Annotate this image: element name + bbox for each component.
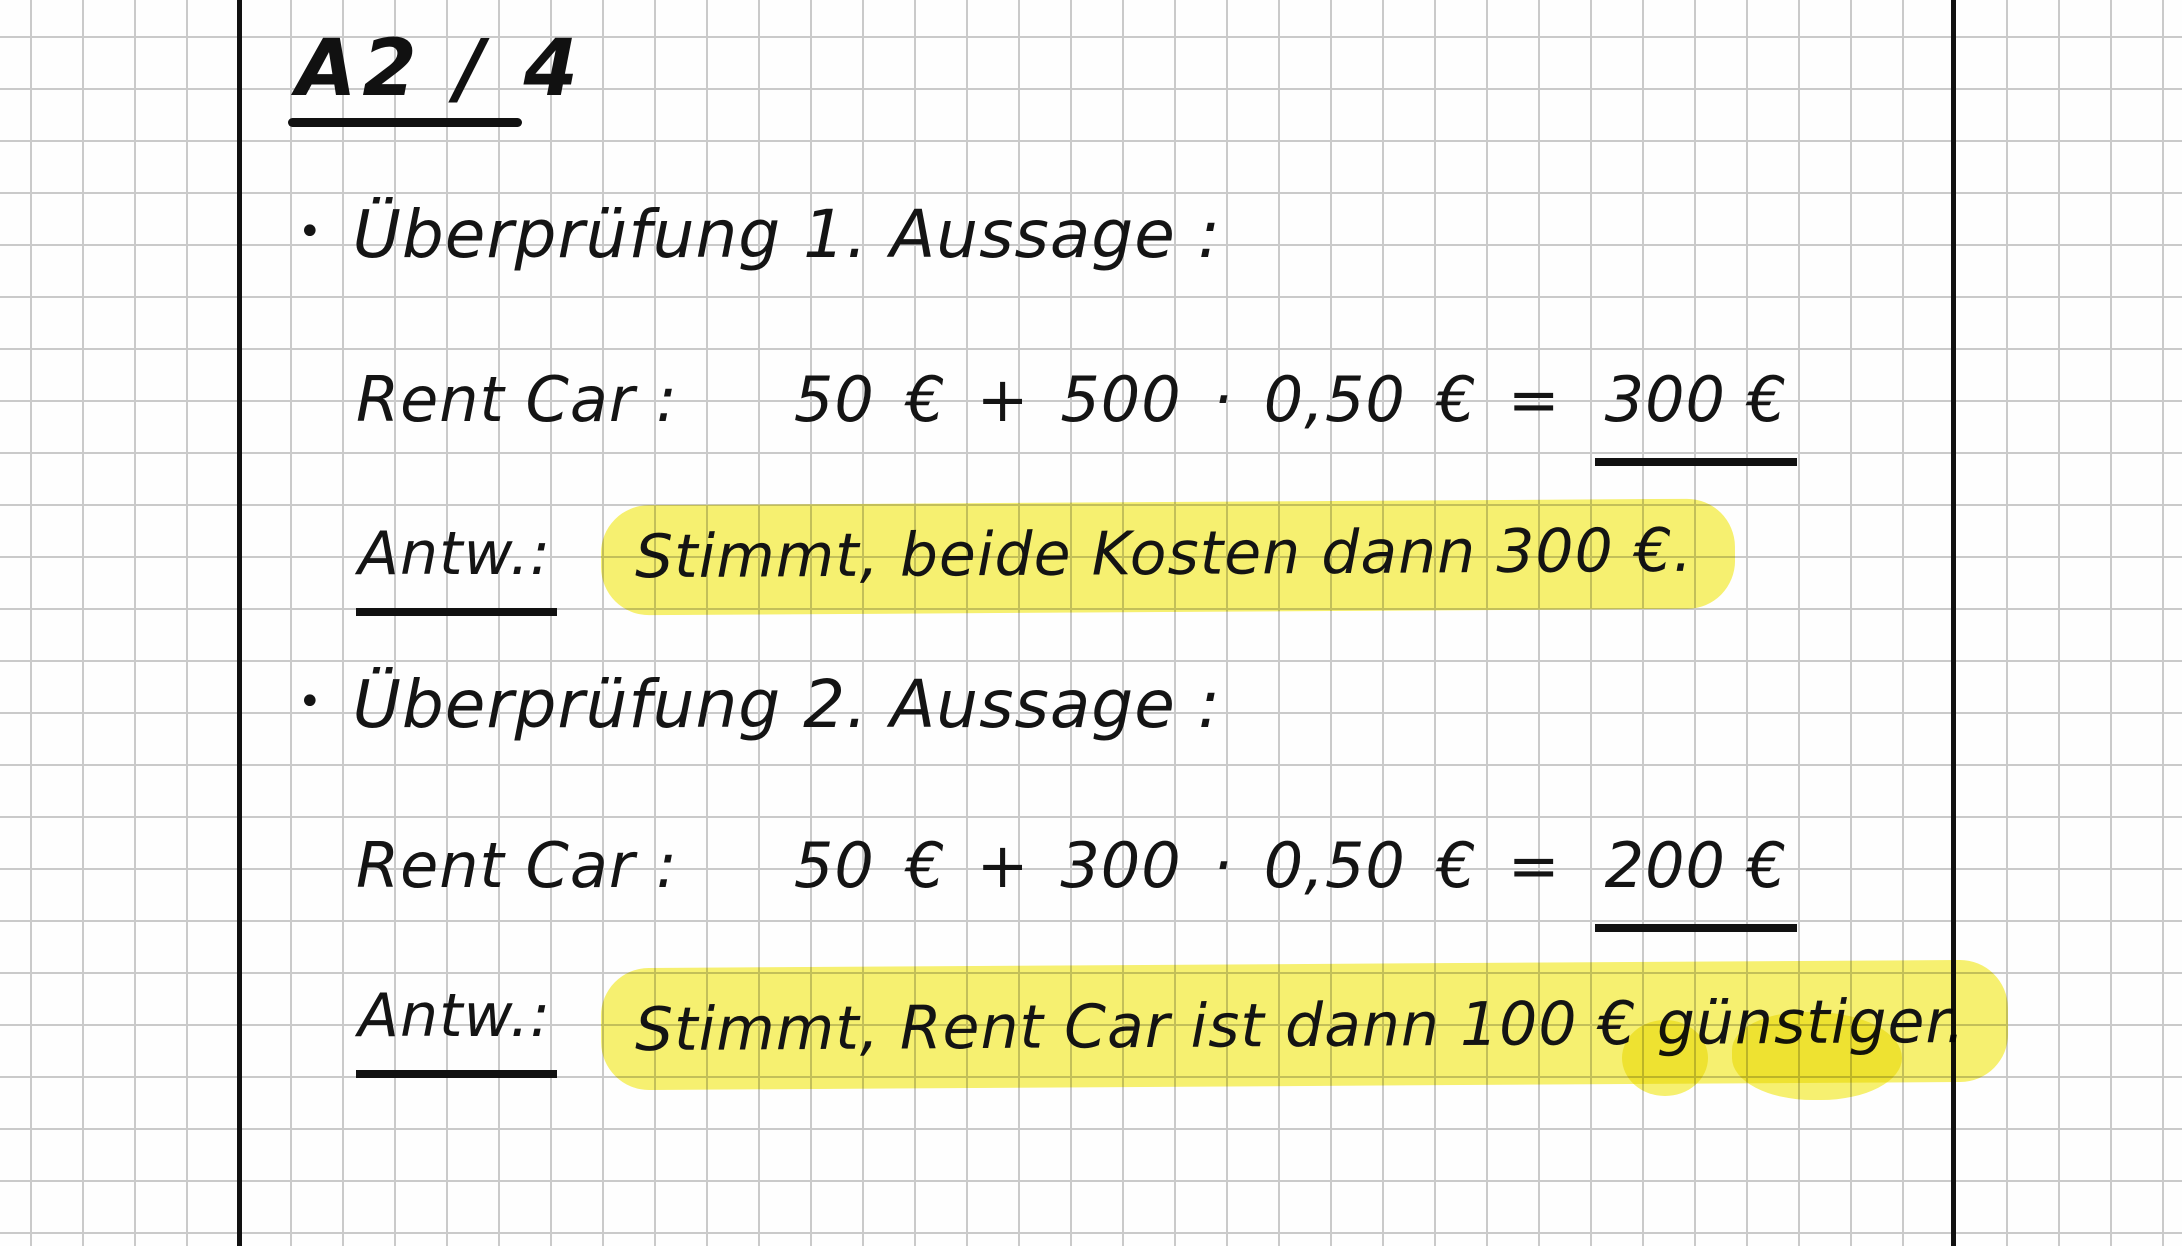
- left-margin-line: [237, 0, 242, 1246]
- exercise-title: A2 / 4: [296, 24, 584, 114]
- highlighter-drip-blob: [1622, 1020, 1708, 1096]
- section-1-calculation-line: Rent Car : 50 € + 500 · 0,50 € = 300 €: [356, 358, 1798, 466]
- section-2-answer-line: Antw.: Stimmt, Rent Car ist dann 100 € g…: [356, 959, 2009, 1091]
- section-2-heading: Überprüfung 2. Aussage :: [352, 666, 1222, 743]
- title-underline: [288, 118, 522, 127]
- bullet-dot: •: [298, 679, 323, 725]
- section-1-heading: Überprüfung 1. Aussage :: [352, 196, 1222, 273]
- answer-label-underlined: Antw.:: [356, 976, 558, 1078]
- section-1-answer-line: Antw.: Stimmt, beide Kosten dann 300 €.: [356, 498, 1736, 616]
- calc-label: Rent Car :: [356, 829, 678, 902]
- right-margin-line: [1951, 0, 1956, 1246]
- answer-label-underlined: Antw.:: [356, 514, 558, 616]
- calc-label: Rent Car :: [356, 363, 678, 436]
- calc-result-underlined: 300 €: [1594, 358, 1798, 466]
- highlighted-answer: Stimmt, beide Kosten dann 300 €.: [600, 498, 1736, 616]
- bullet-dot: •: [298, 209, 323, 255]
- calc-result-underlined: 200 €: [1594, 824, 1798, 932]
- highlighter-drip-blob: [1732, 1012, 1902, 1100]
- calc-expression: 50 € + 300 · 0,50 € =: [793, 829, 1561, 902]
- section-1-heading-line: • Überprüfung 1. Aussage :: [298, 192, 1221, 278]
- calc-expression: 50 € + 500 · 0,50 € =: [793, 363, 1561, 436]
- section-2-heading-line: • Überprüfung 2. Aussage :: [298, 662, 1221, 748]
- section-2-calculation-line: Rent Car : 50 € + 300 · 0,50 € = 200 €: [356, 824, 1798, 932]
